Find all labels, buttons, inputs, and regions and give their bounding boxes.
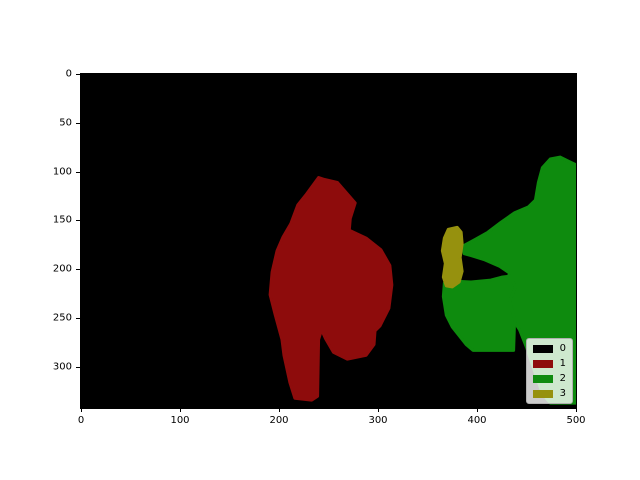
x-tick-mark	[378, 408, 379, 412]
y-tick-mark	[76, 318, 80, 320]
x-tick-mark	[576, 408, 577, 412]
x-tick-label: 200	[269, 415, 289, 426]
y-tick-mark	[76, 220, 80, 222]
legend-swatch-icon	[532, 389, 553, 398]
region-red-figure	[268, 176, 394, 402]
legend-row-3: 3	[532, 388, 566, 399]
y-tick-mark	[76, 122, 80, 124]
legend-label: 0	[559, 343, 566, 354]
region-olive-object	[440, 225, 464, 289]
x-tick-mark	[180, 408, 181, 412]
y-tick-mark	[76, 171, 80, 173]
segmentation-mask-image	[81, 74, 576, 408]
legend-swatch-icon	[532, 359, 553, 368]
legend-box: 0 1 2 3	[525, 338, 573, 404]
legend-swatch-icon	[532, 374, 553, 383]
x-tick-label: 0	[77, 415, 85, 426]
x-tick-label: 400	[467, 415, 487, 426]
y-tick-label: 250	[52, 312, 72, 324]
x-tick-mark	[279, 408, 280, 412]
legend-label: 1	[559, 358, 566, 369]
legend-label: 3	[559, 388, 566, 399]
y-tick-label: 100	[52, 166, 72, 178]
x-tick-mark	[81, 408, 82, 412]
legend-row-0: 0	[532, 343, 566, 354]
y-tick-label: 0	[65, 68, 72, 80]
x-tick-label: 100	[170, 415, 190, 426]
x-tick-mark	[477, 408, 478, 412]
legend-row-2: 2	[532, 373, 566, 384]
legend-label: 2	[559, 373, 566, 384]
y-tick-mark	[76, 366, 80, 368]
y-tick-mark	[76, 74, 80, 75]
legend-row-1: 1	[532, 358, 566, 369]
x-tick-label: 300	[368, 415, 388, 426]
y-tick-label: 50	[59, 117, 72, 129]
legend-swatch-icon	[532, 344, 553, 353]
x-tick-label: 500	[566, 415, 586, 426]
y-tick-label: 300	[52, 361, 72, 373]
y-tick-mark	[76, 269, 80, 271]
plot-canvas: 0 1 2 3	[80, 73, 577, 409]
y-tick-label: 200	[52, 263, 72, 275]
y-tick-label: 150	[52, 214, 72, 226]
